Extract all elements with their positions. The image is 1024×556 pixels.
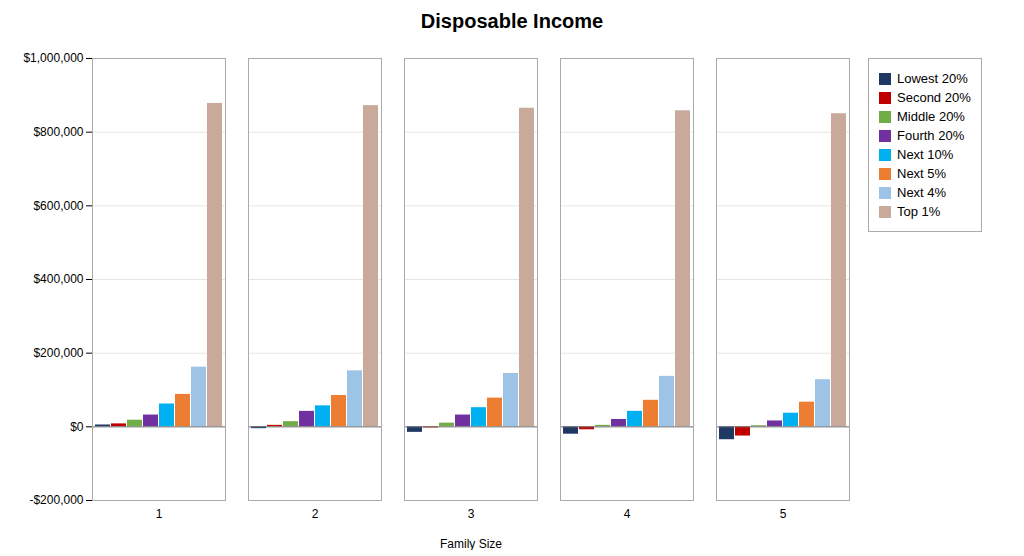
html-text:Next 5%: Next 5%: [897, 166, 947, 181]
svg-text:Family Size: Family Size: [440, 537, 502, 551]
svg-text:$400,000: $400,000: [33, 272, 83, 286]
svg-text:1: 1: [156, 507, 163, 521]
svg-text:$0: $0: [70, 420, 84, 434]
svg-text:$600,000: $600,000: [33, 199, 83, 213]
svg-text:5: 5: [780, 507, 787, 521]
html-text:Middle 20%: Middle 20%: [897, 109, 965, 124]
svg-text:3: 3: [468, 507, 475, 521]
html-text:Lowest 20%: Lowest 20%: [897, 71, 968, 86]
svg-text:4: 4: [624, 507, 631, 521]
svg-text:$1,000,000: $1,000,000: [23, 51, 83, 65]
svg-text:2: 2: [312, 507, 319, 521]
svg-text:-$200,000: -$200,000: [29, 493, 83, 507]
html-text:Disposable Income: Disposable Income: [420, 10, 604, 32]
html-text:Second 20%: Second 20%: [897, 90, 971, 105]
html-text:Fourth 20%: Fourth 20%: [897, 128, 965, 143]
html-text:Next 10%: Next 10%: [897, 147, 954, 162]
svg-text:$200,000: $200,000: [33, 346, 83, 360]
html-text:Top 1%: Top 1%: [897, 204, 941, 219]
html-text:Next 4%: Next 4%: [897, 185, 947, 200]
svg-text:$800,000: $800,000: [33, 125, 83, 139]
